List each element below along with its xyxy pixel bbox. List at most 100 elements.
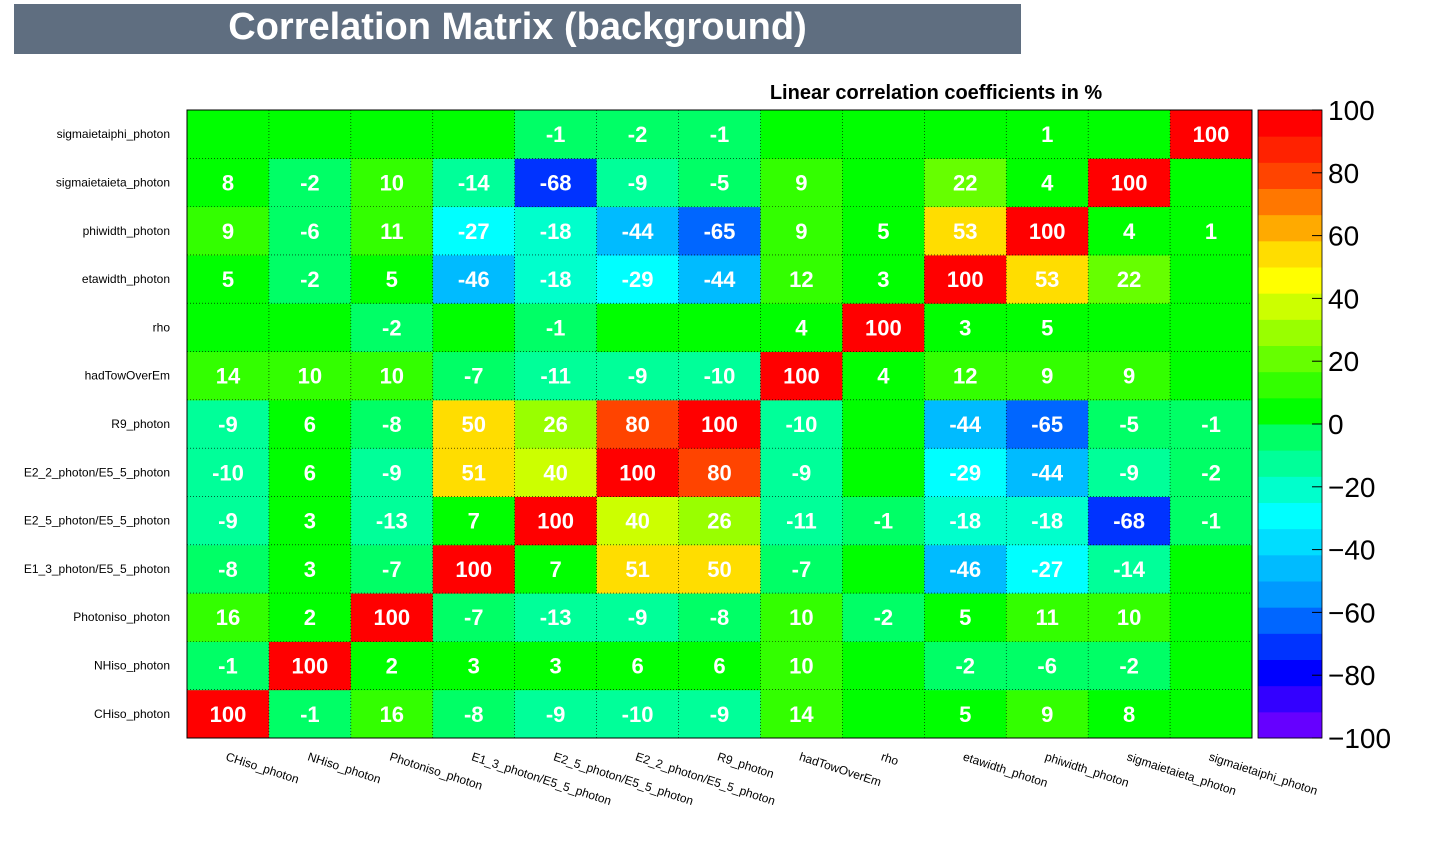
heatmap-cell	[760, 544, 843, 594]
color-scale-bin	[1258, 136, 1322, 163]
heatmap-cell	[1006, 158, 1089, 208]
cell-value: 100	[783, 364, 820, 389]
heatmap-cell	[268, 158, 352, 208]
heatmap-cell	[842, 158, 925, 208]
color-scale-tick-label: 20	[1328, 346, 1359, 377]
color-scale-tick-label: −20	[1328, 472, 1376, 503]
heatmap-cell	[350, 158, 434, 208]
heatmap-cell	[1006, 206, 1089, 256]
y-tick-label: sigmaietaiphi_photon	[57, 127, 170, 141]
cell-value: -6	[300, 219, 320, 244]
cell-value: -9	[628, 364, 648, 389]
cell-value: -10	[212, 460, 244, 485]
y-axis-labels: CHiso_photon NHiso_photon Photoniso_photon…	[24, 127, 170, 721]
cell-value: 100	[701, 412, 738, 437]
y-tick-label: NHiso_photon	[94, 659, 170, 673]
color-scale-bin	[1258, 528, 1322, 556]
cell-value: 11	[380, 219, 403, 244]
cell-value: 11	[1036, 605, 1059, 630]
cell-value: -1	[1201, 509, 1221, 534]
heatmap-cell	[514, 206, 598, 256]
heatmap-cell	[842, 448, 925, 497]
y-tick-label: etawidth_photon	[82, 272, 170, 286]
cell-value: 100	[947, 267, 984, 292]
cell-value: -13	[540, 605, 572, 630]
heatmap-cell	[432, 593, 516, 642]
cell-value: -1	[218, 654, 238, 679]
cell-value: -65	[1031, 412, 1063, 437]
cell-value: 26	[707, 509, 731, 534]
heatmap-cell	[432, 689, 516, 739]
cell-value: -8	[218, 557, 238, 582]
cell-value: 100	[865, 315, 902, 340]
heatmap-cell	[678, 110, 761, 159]
cell-value: -7	[382, 557, 402, 582]
heatmap-cell	[760, 448, 843, 497]
cell-value: -2	[382, 315, 402, 340]
heatmap-cell	[432, 448, 516, 497]
heatmap-cell	[596, 689, 680, 739]
cell-value: 8	[222, 170, 234, 195]
cell-value: -9	[218, 509, 238, 534]
color-scale-bin	[1258, 424, 1322, 451]
heatmap-cell	[678, 689, 761, 739]
color-scale-bin	[1258, 214, 1322, 242]
heatmap-cell	[187, 448, 270, 497]
heatmap-cell	[432, 641, 516, 691]
cell-value: -7	[464, 364, 484, 389]
plot-frame	[186, 109, 1253, 739]
heatmap-cell	[596, 448, 680, 497]
cell-value: -10	[704, 364, 736, 389]
cell-value: 100	[1193, 122, 1230, 147]
cell-value: 53	[953, 219, 977, 244]
cell-value: 6	[304, 412, 316, 437]
heatmap-cell	[268, 254, 352, 304]
color-scale-tick-label: 40	[1328, 283, 1359, 314]
cell-value: -9	[382, 460, 402, 485]
cell-value: 9	[1041, 364, 1053, 389]
cell-value: 3	[959, 315, 971, 340]
cell-value: -5	[710, 170, 730, 195]
heatmap-cell	[596, 641, 680, 691]
heatmap-cell	[678, 399, 761, 449]
heatmap-cell	[514, 303, 598, 353]
cell-value: 10	[380, 170, 404, 195]
cell-value: 100	[1111, 170, 1148, 195]
heatmap-cell	[1170, 303, 1253, 353]
heatmap-cell	[187, 254, 270, 304]
heatmap-cell	[187, 303, 270, 353]
heatmap-cell	[350, 448, 434, 497]
cell-value: -5	[1119, 412, 1139, 437]
color-scale-tick-label: −40	[1328, 535, 1376, 566]
heatmap-cell	[432, 158, 516, 208]
heatmap-cell	[678, 303, 761, 353]
x-tick-label: E2_2_photon/E5_5_photon	[634, 750, 777, 808]
heatmap-cell	[1006, 689, 1089, 739]
heatmap-cell	[350, 110, 434, 159]
x-tick-label: hadTowOverEm	[798, 750, 884, 790]
chart-subtitle: Linear correlation coefficients in %	[769, 82, 1103, 104]
heatmap-cell	[187, 689, 270, 739]
heatmap-cell	[1088, 351, 1171, 401]
cell-value: -1	[874, 509, 894, 534]
x-tick-label: R9_photon	[716, 750, 776, 781]
cell-value: -46	[458, 267, 490, 292]
color-scale-tick-label: 60	[1328, 221, 1359, 252]
color-scale-ticks: 100 80 60 40 20 0 −20 −40 −60 −80 −100	[1312, 95, 1391, 754]
color-scale-bin	[1258, 581, 1322, 608]
color-scale-bin	[1258, 345, 1322, 373]
heatmap-cell	[596, 544, 680, 594]
heatmap-cell	[514, 593, 598, 642]
cell-value: -2	[874, 605, 894, 630]
heatmap-cell	[1088, 496, 1171, 546]
cell-value: -18	[540, 219, 572, 244]
heatmap-cell	[1170, 689, 1253, 739]
cell-value: 10	[380, 364, 404, 389]
cell-value: 4	[877, 364, 890, 389]
color-scale-bin	[1258, 240, 1322, 268]
heatmap-cell	[1006, 303, 1089, 353]
y-tick-label: sigmaietaieta_photon	[56, 175, 170, 189]
cell-value: -9	[628, 170, 648, 195]
cell-value: 9	[1123, 364, 1135, 389]
heatmap-cell	[350, 544, 434, 594]
